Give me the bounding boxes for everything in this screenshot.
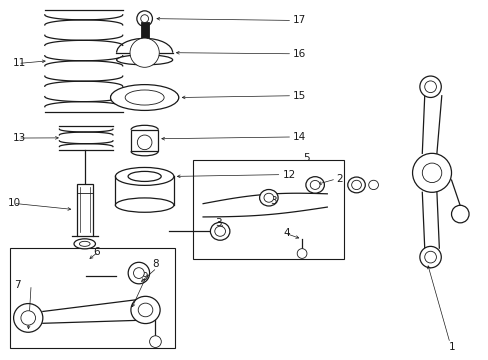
Text: 3: 3	[215, 218, 222, 228]
Text: 7: 7	[15, 280, 21, 290]
Text: 5: 5	[303, 153, 309, 163]
Circle shape	[149, 336, 161, 347]
Ellipse shape	[128, 171, 161, 181]
Circle shape	[419, 246, 440, 268]
Bar	[10, 248, 175, 348]
Circle shape	[137, 11, 152, 26]
Circle shape	[422, 163, 441, 183]
Ellipse shape	[128, 262, 149, 284]
Ellipse shape	[347, 177, 365, 193]
Text: 1: 1	[448, 342, 455, 352]
Ellipse shape	[79, 241, 90, 246]
Circle shape	[450, 205, 468, 223]
Text: 15: 15	[293, 91, 306, 101]
Text: 2: 2	[335, 174, 342, 184]
Text: 6: 6	[93, 247, 100, 257]
Ellipse shape	[214, 226, 225, 236]
Text: 17: 17	[293, 15, 306, 26]
Ellipse shape	[138, 303, 153, 317]
Text: 11: 11	[13, 58, 26, 68]
Text: 10: 10	[8, 198, 21, 208]
Ellipse shape	[110, 85, 179, 111]
Ellipse shape	[117, 55, 172, 65]
Bar	[131, 130, 158, 151]
Text: 12: 12	[282, 170, 295, 180]
Circle shape	[419, 76, 440, 98]
Text: 14: 14	[293, 132, 306, 142]
Circle shape	[297, 249, 306, 258]
Text: 4: 4	[283, 228, 289, 238]
Bar	[193, 160, 344, 259]
Ellipse shape	[351, 180, 361, 190]
Ellipse shape	[74, 239, 95, 249]
Circle shape	[137, 135, 152, 150]
Ellipse shape	[21, 311, 36, 325]
Circle shape	[424, 81, 435, 93]
Ellipse shape	[14, 303, 43, 332]
Text: 3: 3	[269, 196, 276, 206]
Bar	[77, 184, 93, 235]
Ellipse shape	[305, 177, 324, 193]
Text: 13: 13	[13, 133, 26, 143]
Ellipse shape	[133, 268, 144, 278]
Ellipse shape	[259, 189, 278, 206]
Ellipse shape	[115, 167, 174, 185]
Circle shape	[412, 153, 450, 192]
Text: 8: 8	[152, 259, 158, 269]
Circle shape	[130, 38, 159, 67]
Text: 16: 16	[293, 49, 306, 59]
Ellipse shape	[309, 180, 319, 189]
Ellipse shape	[131, 296, 160, 324]
Circle shape	[424, 251, 435, 263]
Ellipse shape	[368, 180, 378, 190]
Ellipse shape	[115, 198, 174, 212]
Ellipse shape	[125, 90, 164, 105]
Ellipse shape	[210, 222, 229, 240]
Circle shape	[141, 15, 148, 23]
Ellipse shape	[264, 193, 273, 202]
Text: 9: 9	[141, 272, 147, 282]
